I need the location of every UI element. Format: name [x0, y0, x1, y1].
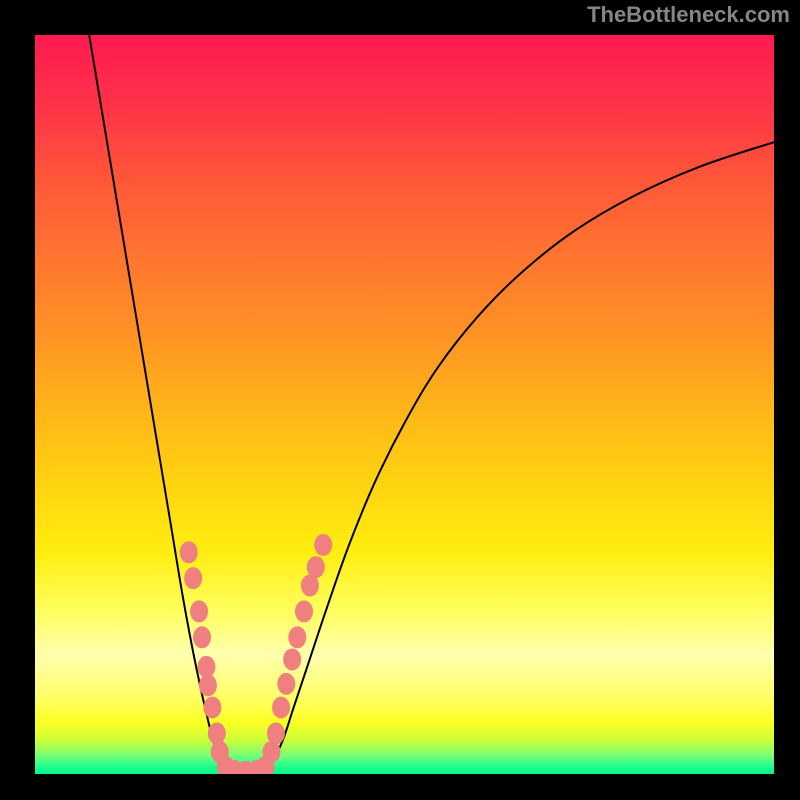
data-marker [277, 673, 295, 695]
data-marker [267, 722, 285, 744]
gradient-background [35, 35, 774, 774]
data-marker [314, 534, 332, 556]
data-marker [283, 648, 301, 670]
data-marker [272, 696, 290, 718]
data-marker [203, 696, 221, 718]
data-marker [262, 741, 280, 763]
data-marker [208, 722, 226, 744]
watermark-text: TheBottleneck.com [587, 2, 790, 28]
data-marker [193, 626, 211, 648]
data-marker [184, 567, 202, 589]
data-marker [199, 674, 217, 696]
data-marker [190, 600, 208, 622]
plot-area [35, 35, 774, 774]
data-marker [295, 600, 313, 622]
data-marker [288, 626, 306, 648]
data-marker [180, 541, 198, 563]
data-marker [307, 556, 325, 578]
chart-svg [35, 35, 774, 774]
